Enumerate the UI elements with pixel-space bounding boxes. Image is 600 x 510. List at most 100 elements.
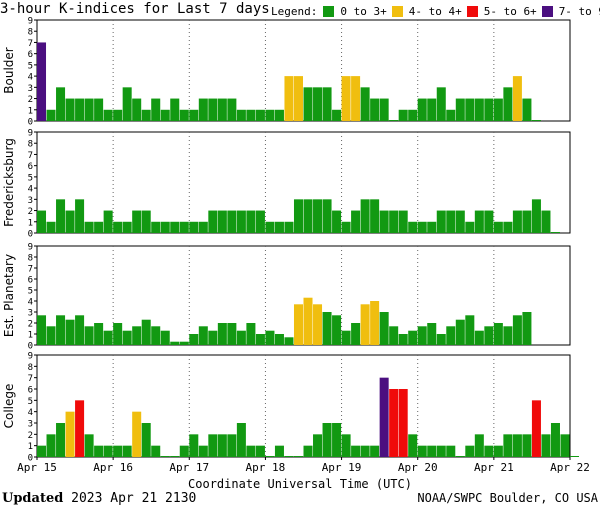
k-index-bar [189,434,199,457]
k-index-bar [560,434,570,457]
legend-text-quiet: 0 to 3+ [340,4,387,18]
y-tick-label: 8 [28,28,33,38]
k-index-bar [141,109,151,121]
k-index-bar [65,210,75,233]
k-index-bar [94,323,104,345]
k-index-bar [303,87,313,121]
k-index-bar [170,341,180,345]
k-index-bar [474,330,484,345]
k-index-bar [446,109,456,121]
chart-title: 3-hour K-indices for Last 7 days [0,1,270,17]
y-tick-label: 9 [28,352,33,362]
k-index-bar [446,326,456,345]
k-index-bar [522,98,532,121]
k-index-bar [341,76,351,121]
k-index-bar [570,456,580,457]
k-index-bar [417,445,427,457]
k-index-bar [531,400,541,457]
k-index-bar [113,221,123,233]
k-index-bar [484,210,494,233]
y-tick-label: 4 [28,408,33,418]
y-tick-label: 8 [28,363,33,373]
k-index-bar [389,389,399,457]
k-index-bar [122,330,132,345]
k-index-bar [512,434,522,457]
k-index-bar [37,210,47,233]
k-index-bar [541,434,551,457]
y-tick-label: 5 [28,397,33,407]
x-tick-label: Apr 15 [17,461,57,474]
panel-title: Est. Planetary [2,254,16,337]
y-tick-label: 7 [28,39,33,49]
k-index-bar [322,423,332,457]
k-index-bar [370,301,380,345]
k-index-bar [293,199,303,233]
k-index-bar [398,334,408,345]
k-index-bar [455,98,465,121]
k-index-bar [398,109,408,121]
k-index-bar [427,98,437,121]
k-index-bar [436,210,446,233]
x-tick-label: Apr 22 [550,461,590,474]
k-index-bar [293,456,303,457]
k-index-bar [341,330,351,345]
y-tick-label: 1 [28,442,33,452]
y-tick-label: 6 [28,50,33,60]
k-index-bar [531,120,541,121]
k-index-bar [208,434,218,457]
k-index-bar [503,434,513,457]
k-index-bar [303,297,313,345]
k-index-bar [227,434,237,457]
k-index-bar [217,434,227,457]
y-tick-label: 8 [28,140,33,150]
k-index-bar [341,434,351,457]
k-index-bar [512,315,522,345]
k-index-bar [65,411,75,457]
y-tick-label: 3 [28,420,33,430]
k-index-bar [370,445,380,457]
k-index-bar [208,98,218,121]
k-index-bar [351,323,361,345]
k-index-bar [408,109,418,121]
k-index-bar [522,210,532,233]
y-tick-label: 9 [28,17,33,27]
k-index-bar [332,315,342,345]
k-index-bar [255,334,265,345]
k-index-bar [227,323,237,345]
chart-header: 3-hour K-indices for Last 7 days Legend:… [0,0,600,22]
y-tick-label: 0 [28,118,33,128]
k-index-bar [103,210,113,233]
k-index-bar [179,445,189,457]
legend-item-severe: 7- to 9 [541,5,600,18]
k-index-bar [455,210,465,233]
panel-title: College [2,384,16,429]
k-index-bar [265,330,275,345]
k-index-bar [113,323,123,345]
k-index-bar [246,210,256,233]
k-index-bar [198,221,208,233]
k-index-bar [265,456,275,457]
k-index-bar [56,315,66,345]
k-index-bar [236,210,246,233]
legend-swatch-quiet [323,5,335,17]
k-index-bar [141,210,151,233]
k-index-bar [274,445,284,457]
k-index-bar [46,326,56,345]
k-index-bar [427,323,437,345]
y-tick-label: 5 [28,287,33,297]
k-index-bar [493,98,503,121]
y-tick-label: 0 [28,230,33,240]
k-index-bar [65,98,75,121]
k-index-bar [208,210,218,233]
k-index-bar [427,445,437,457]
k-index-bar [436,87,446,121]
k-index-bar [122,87,132,121]
k-index-bar [217,98,227,121]
x-tick-label: Apr 18 [246,461,286,474]
k-index-bar [455,456,465,457]
k-index-bar [379,377,389,457]
k-index-bar [160,221,170,233]
y-tick-label: 6 [28,162,33,172]
k-index-bar [189,334,199,345]
